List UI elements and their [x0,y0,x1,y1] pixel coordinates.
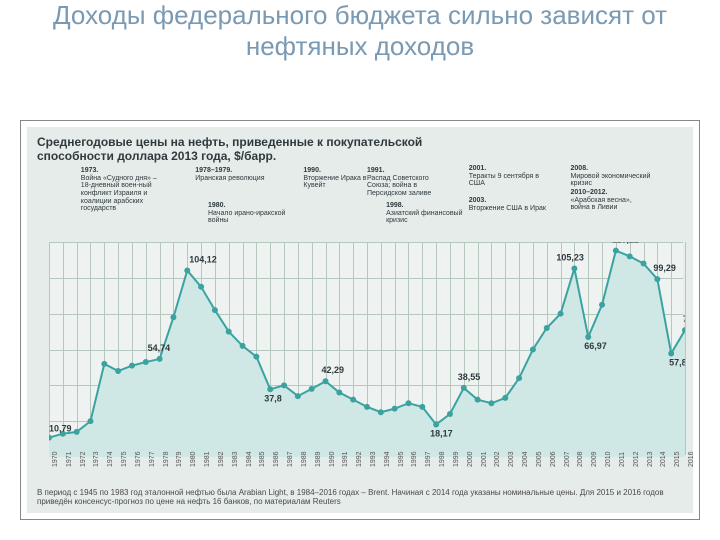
x-tick-label: 2014 [660,451,667,467]
event-annotation: 1998.Азиатский финансовый кризис [386,202,466,225]
event-annotation: 2008.Мировой экономический кризис [571,165,651,188]
x-tick-label: 1993 [370,451,377,467]
svg-text:18,17: 18,17 [430,428,453,438]
chart-title: Среднегодовые цены на нефть, приведенные… [37,135,437,164]
event-annotation: 2001.Теракты 9 сентября в США [469,165,549,188]
x-tick-label: 2010 [605,451,612,467]
x-tick-label: 1999 [453,451,460,467]
chart-container: Среднегодовые цены на нефть, приведенные… [20,120,700,520]
x-tick-label: 2000 [467,451,474,467]
event-annotation: 1991.Распад Советского Союза; война в Пе… [367,167,447,198]
x-tick-label: 1970 [52,451,59,467]
x-tick-label: 1994 [384,451,391,467]
x-tick-label: 1981 [204,451,211,467]
svg-text:115,22: 115,22 [612,242,639,245]
x-tick-label: 1976 [135,451,142,467]
x-tick-label: 1986 [273,451,280,467]
x-tick-label: 1995 [398,451,405,467]
x-tick-label: 1977 [149,451,156,467]
x-tick-label: 2001 [481,451,488,467]
x-tick-label: 1988 [301,451,308,467]
x-tick-label: 1973 [93,451,100,467]
x-tick-label: 1975 [121,451,128,467]
event-annotation: 1973.Война «Судного дня» – 18-дневный во… [81,167,161,213]
x-tick-label: 2015 [674,451,681,467]
chart-footnote: В период с 1945 по 1983 год эталонной не… [37,488,683,507]
x-tick-label: 2016 [688,451,695,467]
svg-text:54,74: 54,74 [148,343,171,353]
x-tick-label: 1983 [232,451,239,467]
x-tick-label: 2005 [536,451,543,467]
x-tick-label: 1984 [246,451,253,467]
svg-text:66,97: 66,97 [584,341,607,351]
plot-area: 10,79 54,74 104,12 37,8 42,29 18,17 38,55 105,2… [49,242,683,455]
x-tick-label: 2004 [522,451,529,467]
x-tick-label: 1992 [356,451,363,467]
event-annotation: 2003.Вторжение США в Ирак [469,197,546,212]
x-tick-label: 1991 [342,451,349,467]
x-tick-label: 2012 [633,451,640,467]
chart-svg: 10,79 54,74 104,12 37,8 42,29 18,17 38,55 105,2… [49,242,685,457]
svg-text:37,8: 37,8 [264,393,282,403]
event-annotation: 1980.Начало ирано-иракской войны [208,202,288,225]
x-tick-label: 1972 [80,451,87,467]
page-title: Доходы федерального бюджета сильно завис… [0,0,720,62]
x-tick-label: 2007 [564,451,571,467]
x-tick-label: 1985 [259,451,266,467]
x-tick-label: 2009 [591,451,598,467]
x-tick-label: 1979 [176,451,183,467]
grid-v [685,242,686,455]
x-tick-label: 1987 [287,451,294,467]
svg-text:99,29: 99,29 [653,263,676,273]
x-tick-label: 1978 [163,451,170,467]
event-annotation: 2010–2012.«Арабская весна», война в Ливи… [571,189,651,212]
event-annotation: 1978–1979.Иранская революция [195,167,264,182]
x-axis: 1970197119721973197419751976197719781979… [49,455,683,467]
svg-text:104,12: 104,12 [189,254,217,264]
x-tick-label: 2011 [619,452,626,467]
x-tick-label: 1997 [425,451,432,467]
x-tick-label: 2008 [577,451,584,467]
x-tick-label: 1971 [66,451,73,467]
svg-text:105,23: 105,23 [556,252,584,262]
slide: { "slide": { "title": "Доходы федерально… [0,0,720,540]
x-tick-label: 1989 [315,451,322,467]
x-tick-label: 2002 [494,451,501,467]
x-tick-label: 1980 [190,451,197,467]
x-tick-label: 1996 [411,451,418,467]
chart-inner: Среднегодовые цены на нефть, приведенные… [27,127,693,513]
x-tick-label: 1998 [439,451,446,467]
svg-text:42,29: 42,29 [322,365,345,375]
svg-text:10,79: 10,79 [49,424,72,434]
x-tick-label: 2006 [550,451,557,467]
x-tick-label: 2003 [508,451,515,467]
x-tick-label: 1974 [107,451,114,467]
x-tick-label: 2013 [647,451,654,467]
x-tick-label: 1990 [329,451,336,467]
svg-text:57,8: 57,8 [669,357,685,367]
x-tick-label: 1982 [218,451,225,467]
svg-text:70,8: 70,8 [683,314,685,324]
svg-text:38,55: 38,55 [458,372,481,382]
